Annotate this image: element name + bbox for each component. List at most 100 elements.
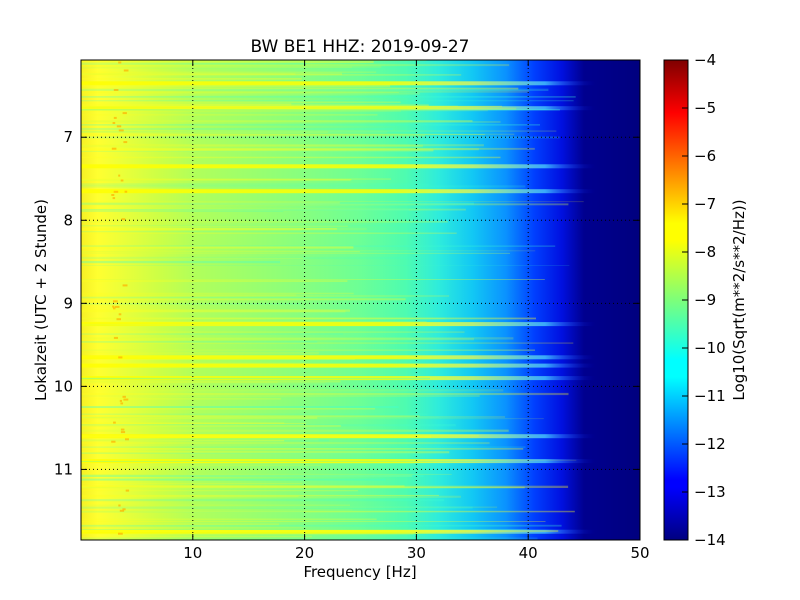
spectrogram-speckle: [120, 179, 124, 182]
spectrogram-speckle: [113, 89, 119, 91]
spectrogram-speckle: [125, 438, 129, 441]
spectrogram-streak: [81, 474, 424, 477]
plot-frame: [80, 59, 641, 541]
spectrogram-streak: [81, 251, 360, 253]
spectrogram-streak: [81, 105, 502, 107]
spectrogram-streak: [81, 296, 351, 299]
spectrogram-streak: [81, 66, 353, 68]
spectrogram-streak: [81, 73, 296, 75]
spectrogram-speckle: [113, 421, 116, 424]
spectrogram-streak: [81, 231, 401, 233]
y-tick-label: 11: [54, 460, 73, 478]
spectrogram-streak: [81, 407, 375, 410]
spectrogram-streak: [81, 338, 474, 341]
spectrogram-streak: [81, 406, 399, 408]
spectrogram-streak: [81, 495, 299, 497]
spectrogram-speckle: [123, 69, 129, 72]
spectrogram-streak: [81, 127, 393, 131]
x-tick-label: 10: [183, 544, 202, 562]
spectrogram-streak: [81, 452, 419, 454]
spectrogram-streak: [81, 398, 282, 400]
spectrogram-streak: [81, 105, 458, 108]
spectrogram-speckle: [118, 313, 122, 316]
spectrogram-band: [81, 189, 640, 194]
spectrogram-streak: [81, 506, 473, 509]
spectrogram-streak: [81, 485, 405, 488]
colorbar-tick-label: −7: [694, 195, 716, 213]
spectrogram-streak: [81, 292, 354, 295]
spectrogram-streak: [81, 358, 355, 360]
spectrogram-streak: [81, 246, 354, 249]
spectrogram-speckle: [118, 174, 121, 177]
spectrogram-streak: [81, 88, 549, 91]
spectrogram-streak: [81, 439, 319, 441]
spectrogram-streak: [81, 416, 439, 419]
spectrogram-speckle: [113, 300, 118, 303]
x-tick-label: 20: [295, 544, 314, 562]
spectrogram-streak: [81, 521, 546, 522]
spectrogram-band: [81, 363, 640, 368]
spectrogram-streak: [81, 416, 318, 419]
spectrogram-streak: [81, 131, 329, 133]
spectrogram-streak: [81, 352, 319, 355]
spectrogram-speckle: [111, 194, 115, 196]
spectrogram-streak: [81, 460, 507, 462]
spectrogram-streak: [81, 337, 514, 340]
colorbar-tick-label: −5: [694, 99, 716, 117]
spectrogram-streak: [81, 351, 320, 353]
spectrogram-streak: [81, 92, 420, 95]
spectrogram-streak: [81, 482, 303, 484]
spectrogram-streak: [81, 101, 401, 104]
spectrogram-streak: [81, 342, 574, 344]
spectrogram-streak: [81, 144, 423, 148]
colorbar-tick-label: −6: [694, 147, 716, 165]
spectrogram-streak: [81, 149, 434, 152]
spectrogram-speckle: [119, 399, 122, 402]
spectrogram-streaks: [81, 60, 584, 540]
spectrogram-speckle: [122, 508, 126, 511]
spectrogram-streak: [81, 114, 378, 116]
spectrogram-streak: [81, 84, 391, 88]
spectrogram-streak: [81, 179, 351, 182]
spectrogram-streak: [81, 464, 322, 466]
spectrogram-streak: [81, 321, 427, 323]
spectrogram-streak: [81, 415, 420, 418]
spectrogram-streak: [81, 485, 569, 488]
x-axis: 10 20 30 40 50: [183, 60, 650, 562]
spectrogram-streak: [81, 104, 429, 107]
spectrogram-streak: [81, 478, 386, 481]
spectrogram-speckle: [114, 305, 120, 308]
spectrogram-streak: [81, 504, 350, 506]
spectrogram-band: [81, 434, 640, 439]
spectrogram-streak: [81, 473, 452, 475]
spectrogram-streak: [81, 178, 391, 180]
spectrogram-streak: [81, 510, 575, 513]
spectrogram-streak: [81, 78, 302, 80]
spectrogram-streak: [81, 60, 374, 63]
spectrogram-streak: [81, 317, 446, 320]
spectrogram-streak: [81, 317, 536, 320]
colorbar-label: Log10(Sqrt(m**2/s**2/Hz)): [730, 199, 748, 400]
spectrogram-band: [81, 529, 640, 534]
spectrogram-streak: [81, 510, 305, 513]
spectrogram-streak: [81, 425, 341, 427]
spectrogram-streak: [81, 310, 346, 313]
spectrogram-speckle: [113, 190, 119, 193]
spectrogram-streak: [81, 279, 545, 280]
spectrogram-streak: [81, 451, 450, 454]
spectrogram-streak: [81, 448, 524, 450]
spectrogram-streak: [81, 509, 353, 511]
spectrogram-streak: [81, 416, 505, 418]
spectrogram-streak: [81, 280, 348, 282]
spectrogram-streak: [81, 64, 510, 67]
y-axis-label: Lokalzeit (UTC + 2 Stunde): [32, 199, 50, 401]
spectrogram-streak: [81, 107, 517, 110]
spectrogram-streak: [81, 518, 377, 521]
spectrogram-streak: [81, 413, 428, 415]
grid-lines: [81, 60, 640, 540]
spectrogram-streak: [81, 131, 388, 133]
spectrogram-streak: [81, 74, 462, 76]
x-tick-label: 30: [407, 544, 426, 562]
spectrogram-streak: [81, 134, 485, 136]
spectrogram-speckle: [118, 129, 124, 132]
